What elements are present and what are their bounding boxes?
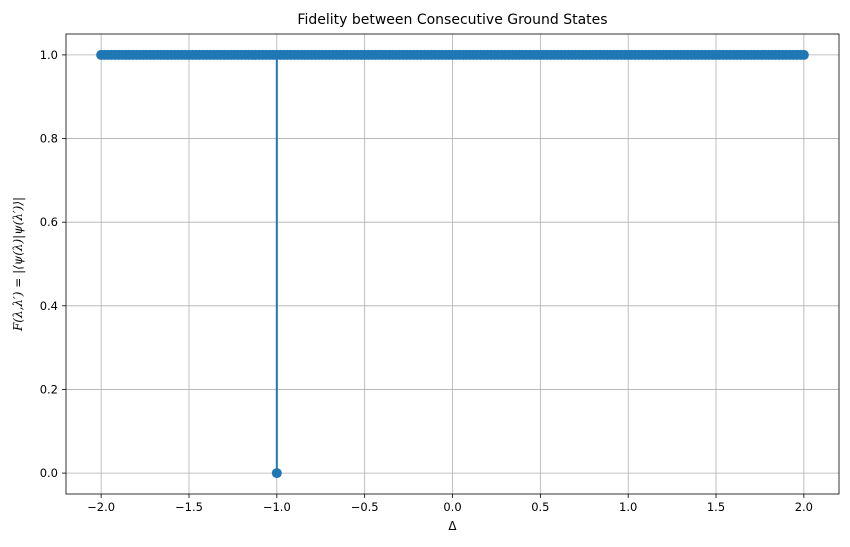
data-point-dip [271, 468, 282, 479]
x-axis-label: Δ [448, 519, 457, 533]
series-markers [96, 49, 809, 60]
series-layer [96, 49, 809, 479]
x-tick-label: −0.5 [351, 500, 379, 514]
ticks: −2.0 −1.5 −1.0 −0.5 0.0 0.5 1.0 1.5 2.0 0.0 0.2 0.4… [40, 48, 813, 514]
data-point [798, 49, 809, 60]
x-tick-label: −2.0 [87, 500, 115, 514]
x-tick-label: 0.0 [443, 500, 461, 514]
grid [66, 34, 839, 494]
x-tick-label: 2.0 [795, 500, 813, 514]
x-tick-label: 0.5 [531, 500, 549, 514]
y-tick-label: 0.6 [40, 215, 58, 229]
x-tick-label: 1.5 [707, 500, 725, 514]
chart-title: Fidelity between Consecutive Ground Stat… [297, 12, 607, 28]
y-tick-label: 0.0 [40, 466, 58, 480]
y-tick-label: 0.4 [40, 299, 58, 313]
x-tick-label: 1.0 [619, 500, 637, 514]
y-tick-label: 1.0 [40, 48, 58, 62]
y-tick-label: 0.8 [40, 132, 58, 146]
y-tick-label: 0.2 [40, 382, 58, 396]
x-tick-label: −1.0 [263, 500, 291, 514]
y-axis-label: F(λ,λ′) = |⟨ψ(λ)|ψ(λ′)⟩| [11, 197, 25, 332]
x-tick-label: −1.5 [175, 500, 203, 514]
